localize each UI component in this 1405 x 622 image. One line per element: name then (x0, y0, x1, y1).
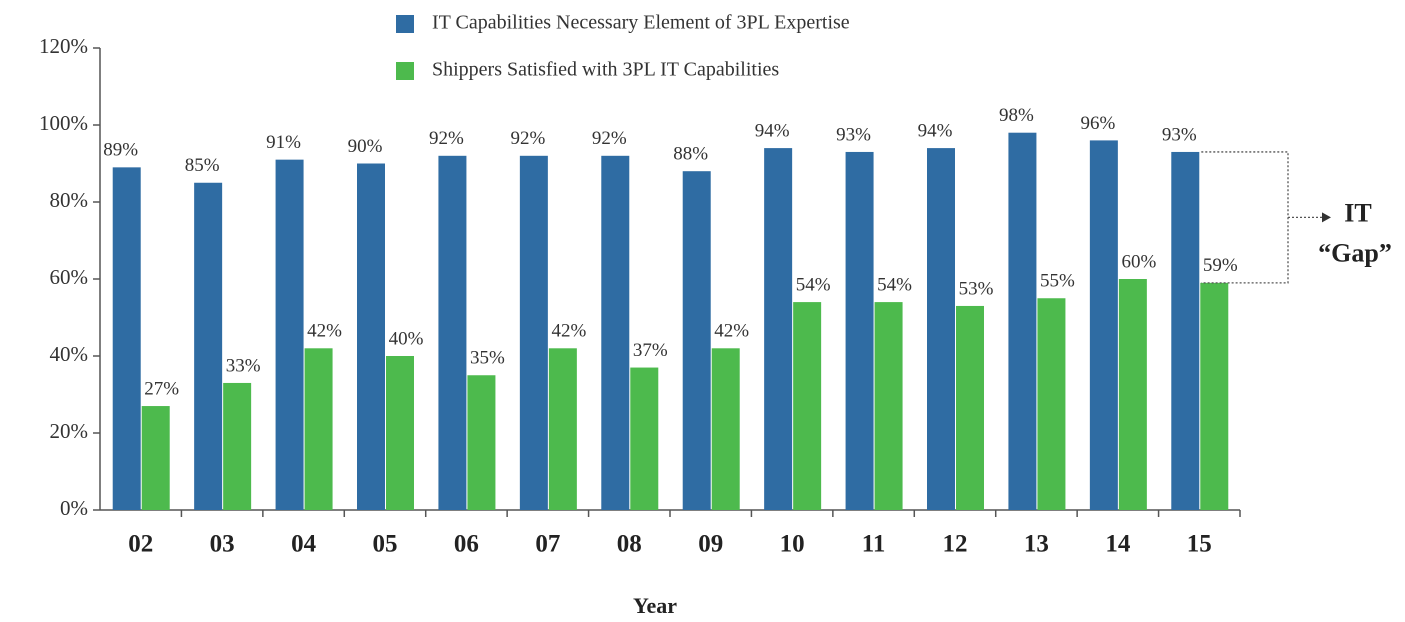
x-tick-label: 15 (1187, 531, 1212, 558)
bar (764, 148, 793, 510)
value-label: 92% (510, 128, 545, 149)
value-label: 60% (1121, 251, 1156, 272)
x-axis-label: Year (633, 593, 677, 618)
bar (956, 305, 984, 510)
x-tick-label: 03 (210, 531, 235, 558)
value-label: 94% (918, 120, 953, 141)
value-label: 93% (836, 124, 871, 145)
bar (845, 151, 874, 510)
value-label: 42% (714, 321, 749, 342)
bar (438, 155, 467, 511)
value-label: 92% (592, 128, 627, 149)
legend-label: IT Capabilities Necessary Element of 3PL… (432, 12, 850, 34)
legend-swatch (396, 15, 414, 33)
bar (793, 302, 822, 510)
gap-arrowhead (1322, 212, 1331, 223)
bar (548, 348, 577, 510)
x-tick-label: 13 (1024, 531, 1049, 558)
y-tick-label: 120% (39, 34, 88, 58)
bar (357, 163, 385, 510)
value-label: 33% (226, 355, 261, 376)
y-tick-label: 100% (39, 111, 88, 135)
legend-swatch (396, 62, 414, 80)
bar (275, 159, 304, 510)
value-label: 88% (673, 144, 708, 165)
x-tick-label: 05 (373, 531, 398, 558)
y-tick-label: 20% (50, 419, 89, 443)
value-label: 37% (633, 340, 668, 361)
y-tick-label: 40% (50, 342, 89, 366)
bar (1037, 298, 1066, 510)
y-tick-label: 0% (60, 496, 88, 520)
x-tick-label: 02 (128, 531, 153, 558)
x-tick-label: 10 (780, 531, 805, 558)
value-label: 85% (185, 155, 220, 176)
value-label: 42% (551, 321, 586, 342)
value-label: 40% (389, 328, 424, 349)
x-tick-label: 08 (617, 531, 642, 558)
value-label: 59% (1203, 255, 1238, 276)
value-label: 55% (1040, 271, 1075, 292)
bar (601, 155, 630, 511)
bar (1200, 282, 1229, 510)
bar (711, 348, 740, 510)
bar (304, 348, 333, 510)
value-label: 54% (877, 274, 912, 295)
x-tick-label: 14 (1105, 531, 1131, 558)
value-label: 35% (470, 348, 505, 369)
bar (519, 155, 548, 511)
value-label: 94% (755, 120, 790, 141)
bar (1118, 279, 1147, 510)
value-label: 98% (999, 105, 1034, 126)
y-tick-label: 80% (50, 188, 89, 212)
value-label: 96% (1080, 113, 1115, 134)
annotation: “Gap” (1318, 238, 1392, 267)
y-tick-label: 60% (50, 265, 89, 289)
value-label: 93% (1162, 124, 1197, 145)
bar (1008, 132, 1037, 510)
bar (194, 182, 223, 510)
legend-label: Shippers Satisfied with 3PL IT Capabilit… (432, 59, 779, 81)
bar (1089, 140, 1118, 510)
bar (682, 171, 711, 510)
value-label: 90% (348, 136, 383, 157)
annotation: IT (1344, 198, 1371, 227)
x-tick-label: 07 (535, 531, 560, 558)
x-tick-label: 12 (943, 531, 968, 558)
bar (223, 382, 252, 510)
value-label: 53% (959, 278, 994, 299)
value-label: 92% (429, 128, 464, 149)
bar (630, 367, 659, 510)
bar (874, 302, 903, 510)
value-label: 42% (307, 321, 342, 342)
value-label: 54% (796, 274, 831, 295)
x-tick-label: 11 (862, 531, 886, 558)
bar (112, 167, 141, 510)
bar (386, 356, 414, 510)
value-label: 27% (144, 378, 179, 399)
x-tick-label: 09 (698, 531, 723, 558)
bar (1171, 151, 1200, 510)
x-tick-label: 04 (291, 531, 317, 558)
x-tick-label: 06 (454, 531, 479, 558)
bar (467, 375, 496, 510)
value-label: 91% (266, 132, 301, 153)
bar (141, 406, 170, 510)
value-label: 89% (103, 140, 138, 161)
bar (927, 148, 955, 510)
